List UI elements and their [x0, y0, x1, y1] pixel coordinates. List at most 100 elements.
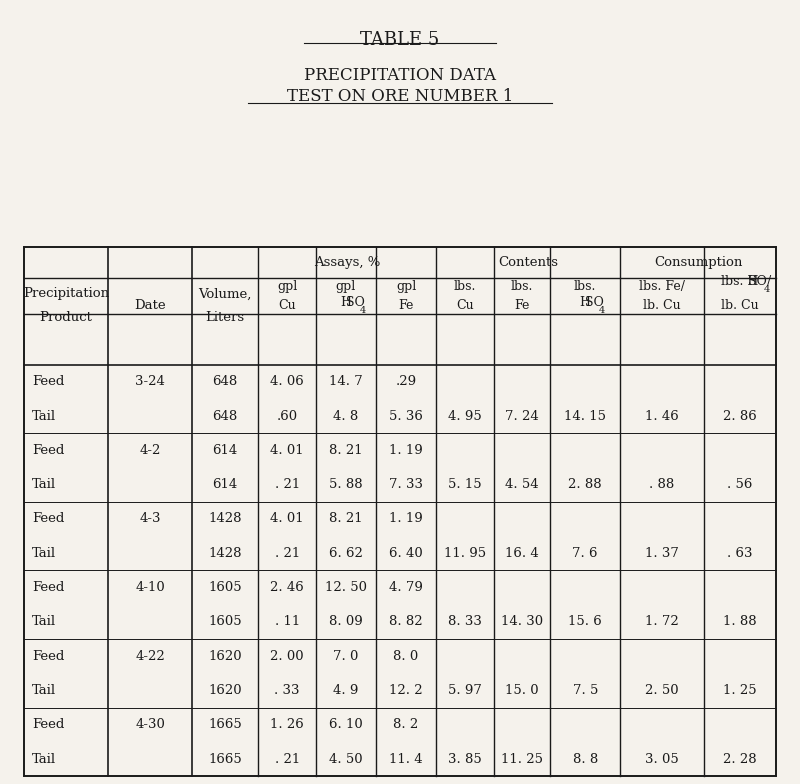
Text: 14. 15: 14. 15 [564, 409, 606, 423]
Text: 14. 30: 14. 30 [501, 615, 543, 628]
Text: 4-22: 4-22 [135, 650, 165, 662]
Text: SO: SO [346, 296, 365, 309]
Text: 1. 88: 1. 88 [723, 615, 757, 628]
Text: 4: 4 [763, 285, 770, 294]
Text: TEST ON ORE NUMBER 1: TEST ON ORE NUMBER 1 [287, 88, 513, 105]
Text: 614: 614 [213, 478, 238, 491]
Text: 8. 21: 8. 21 [329, 444, 363, 457]
Text: Assays, %: Assays, % [314, 256, 380, 269]
Text: . 11: . 11 [274, 615, 300, 628]
Text: 5. 88: 5. 88 [329, 478, 363, 491]
Text: 1665: 1665 [208, 718, 242, 731]
Text: 8. 09: 8. 09 [329, 615, 363, 628]
Text: 4. 79: 4. 79 [389, 581, 423, 594]
Text: 1428: 1428 [209, 513, 242, 525]
Text: 4. 9: 4. 9 [334, 684, 358, 697]
Text: 8. 33: 8. 33 [448, 615, 482, 628]
Text: 1620: 1620 [208, 650, 242, 662]
Text: Tail: Tail [32, 753, 56, 765]
Text: gpl: gpl [396, 280, 416, 293]
Text: Date: Date [134, 299, 166, 312]
Text: lbs. Fe/: lbs. Fe/ [639, 280, 685, 293]
Text: Liters: Liters [206, 311, 245, 324]
Text: 11. 95: 11. 95 [444, 546, 486, 560]
Text: . 21: . 21 [274, 478, 300, 491]
Text: Tail: Tail [32, 615, 56, 628]
Text: 5. 97: 5. 97 [448, 684, 482, 697]
Text: 4. 06: 4. 06 [270, 376, 304, 388]
Text: 4. 95: 4. 95 [448, 409, 482, 423]
Text: 2. 46: 2. 46 [270, 581, 304, 594]
Text: 1. 46: 1. 46 [645, 409, 679, 423]
Text: Fe: Fe [398, 299, 414, 312]
Text: 2. 86: 2. 86 [723, 409, 757, 423]
Text: 2. 00: 2. 00 [270, 650, 304, 662]
Text: Cu: Cu [278, 299, 296, 312]
Text: 1. 37: 1. 37 [645, 546, 679, 560]
Text: 2. 50: 2. 50 [645, 684, 679, 697]
Text: 1. 26: 1. 26 [270, 718, 304, 731]
Text: lb. Cu: lb. Cu [643, 299, 681, 312]
Text: Feed: Feed [32, 376, 64, 388]
Text: 8. 8: 8. 8 [573, 753, 598, 765]
Text: Feed: Feed [32, 513, 64, 525]
Text: 1428: 1428 [209, 546, 242, 560]
Text: 7. 33: 7. 33 [389, 478, 423, 491]
Text: Tail: Tail [32, 409, 56, 423]
Text: 4. 8: 4. 8 [334, 409, 358, 423]
Text: lbs.: lbs. [454, 280, 476, 293]
Text: H: H [341, 296, 351, 309]
Text: 2. 88: 2. 88 [568, 478, 602, 491]
Text: 648: 648 [213, 376, 238, 388]
Text: Consumption: Consumption [654, 256, 742, 269]
Text: 1. 19: 1. 19 [389, 513, 423, 525]
Text: 15. 6: 15. 6 [568, 615, 602, 628]
Text: . 33: . 33 [274, 684, 300, 697]
Text: 3. 85: 3. 85 [448, 753, 482, 765]
Text: Volume,: Volume, [198, 288, 252, 300]
Text: lbs. H: lbs. H [722, 275, 758, 289]
Text: Tail: Tail [32, 546, 56, 560]
Text: Fe: Fe [514, 299, 530, 312]
Text: lbs.: lbs. [511, 280, 533, 293]
Text: 5. 36: 5. 36 [389, 409, 423, 423]
Text: Precipitation: Precipitation [23, 288, 109, 300]
Text: 4-2: 4-2 [139, 444, 161, 457]
Text: 8. 82: 8. 82 [389, 615, 423, 628]
Text: 4. 01: 4. 01 [270, 444, 304, 457]
Text: /: / [767, 275, 772, 289]
Text: 7. 5: 7. 5 [573, 684, 598, 697]
Text: 16. 4: 16. 4 [505, 546, 539, 560]
Text: 7. 24: 7. 24 [505, 409, 539, 423]
Text: . 21: . 21 [274, 753, 300, 765]
Text: 648: 648 [213, 409, 238, 423]
Text: 4-10: 4-10 [135, 581, 165, 594]
Text: Feed: Feed [32, 650, 64, 662]
Text: Contents: Contents [498, 256, 558, 269]
Text: 1. 19: 1. 19 [389, 444, 423, 457]
Text: 614: 614 [213, 444, 238, 457]
Text: gpl: gpl [336, 280, 356, 293]
Text: 4: 4 [599, 306, 605, 314]
Text: lbs.: lbs. [574, 280, 596, 293]
Text: Tail: Tail [32, 478, 56, 491]
Text: 5. 15: 5. 15 [448, 478, 482, 491]
Text: 12. 50: 12. 50 [325, 581, 367, 594]
Text: 4: 4 [360, 306, 366, 314]
Text: 1605: 1605 [208, 581, 242, 594]
Text: Cu: Cu [456, 299, 474, 312]
Text: gpl: gpl [277, 280, 298, 293]
Text: 1605: 1605 [208, 615, 242, 628]
Text: . 21: . 21 [274, 546, 300, 560]
Text: 4. 54: 4. 54 [505, 478, 539, 491]
Text: 8. 0: 8. 0 [394, 650, 418, 662]
Text: Product: Product [39, 311, 93, 324]
Text: 3. 05: 3. 05 [645, 753, 679, 765]
Text: 8. 21: 8. 21 [329, 513, 363, 525]
Text: Feed: Feed [32, 581, 64, 594]
Bar [24, 247, 776, 776]
Text: PRECIPITATION DATA: PRECIPITATION DATA [304, 67, 496, 84]
Text: H: H [580, 296, 590, 309]
Text: 4-3: 4-3 [139, 513, 161, 525]
Text: .29: .29 [395, 376, 417, 388]
